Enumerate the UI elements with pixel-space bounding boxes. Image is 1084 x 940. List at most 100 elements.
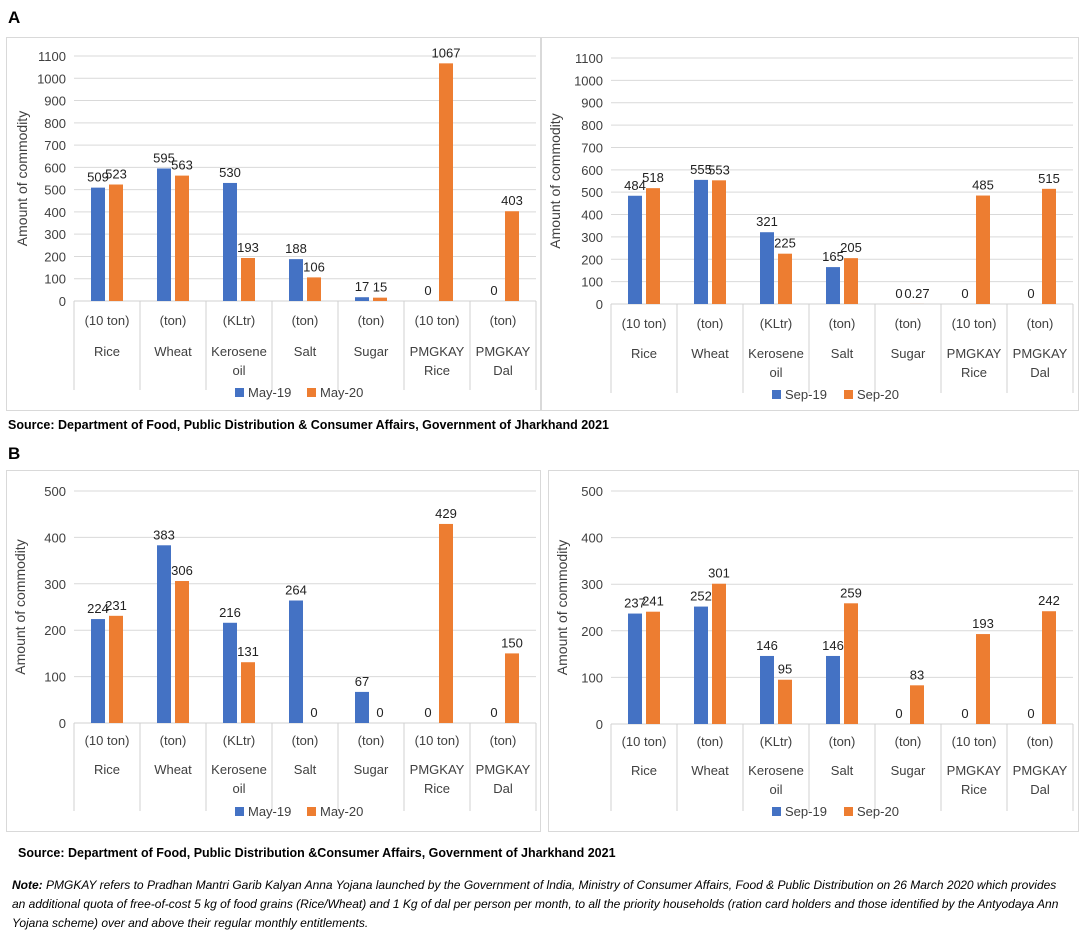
data-label: 15 — [373, 280, 387, 295]
data-label: 0 — [490, 283, 497, 298]
category-label-line2: Dal — [1030, 782, 1050, 797]
category-label-line2: Rice — [961, 365, 987, 380]
category-label: Kerosene — [748, 763, 804, 778]
data-label: 383 — [153, 527, 175, 542]
category-label: Wheat — [154, 762, 192, 777]
bar-sep-19 — [760, 232, 774, 304]
y-tick-label: 1000 — [574, 73, 603, 88]
data-label: 193 — [972, 616, 994, 631]
category-label: Wheat — [691, 763, 729, 778]
bar-sep-20 — [712, 180, 726, 304]
y-tick-label: 700 — [44, 138, 66, 153]
legend-label: May-20 — [320, 385, 363, 400]
bar-sep-20 — [712, 583, 726, 724]
y-tick-label: 500 — [581, 185, 603, 200]
category-label-line2: Rice — [424, 781, 450, 796]
category-label: Salt — [294, 344, 317, 359]
bar-sep-20 — [646, 611, 660, 724]
y-tick-label: 400 — [581, 531, 603, 546]
bar-sep-20 — [646, 188, 660, 304]
category-label: Rice — [94, 344, 120, 359]
category-unit-label: (ton) — [490, 313, 517, 328]
category-label: Kerosene — [211, 344, 267, 359]
category-unit-label: (KLtr) — [760, 734, 793, 749]
category-label: PMGKAY — [410, 344, 465, 359]
chart-a-may-svg: 0 100 200 300 400 500 600 700 800 900 1000 1100 Amou… — [14, 45, 537, 400]
data-label: 231 — [105, 598, 127, 613]
bar-sep-19 — [826, 267, 840, 304]
legend-swatch — [307, 388, 316, 397]
category-unit-label: (ton) — [358, 733, 385, 748]
category-label: Sugar — [354, 762, 389, 777]
data-label: 0 — [895, 286, 902, 301]
data-label: 106 — [303, 259, 325, 274]
bar-may-20 — [307, 277, 321, 301]
y-tick-label: 0 — [596, 297, 603, 312]
bar-may-19 — [91, 619, 105, 723]
y-tick-label: 500 — [44, 183, 66, 198]
category-label-line2: Rice — [424, 363, 450, 378]
bar-may-19 — [91, 187, 105, 301]
category-unit-label: (10 ton) — [85, 733, 130, 748]
data-label: 0.27 — [904, 286, 929, 301]
legend-swatch — [235, 807, 244, 816]
note-text: PMGKAY refers to Pradhan Mantri Garib Ka… — [12, 878, 1059, 930]
category-unit-label: (KLtr) — [223, 733, 256, 748]
y-tick-label: 0 — [59, 716, 66, 731]
y-tick-label: 300 — [44, 227, 66, 242]
chart-b-sep-svg: 0 100 200 300 400 500 Amount of commodity (10 t… — [554, 484, 1074, 819]
data-label: 205 — [840, 240, 862, 255]
category-label: Salt — [831, 763, 854, 778]
y-axis-title: Amount of commodity — [14, 111, 30, 246]
data-label: 485 — [972, 178, 994, 193]
data-label: 429 — [435, 506, 457, 521]
legend-swatch — [307, 807, 316, 816]
category-label: Sugar — [891, 346, 926, 361]
category-unit-label: (ton) — [160, 313, 187, 328]
bar-sep-20 — [844, 603, 858, 724]
category-label: Salt — [294, 762, 317, 777]
bar-may-19 — [223, 622, 237, 723]
bar-may-20 — [175, 581, 189, 723]
y-tick-label: 500 — [44, 484, 66, 499]
data-label: 484 — [624, 178, 646, 193]
y-tick-label: 800 — [581, 118, 603, 133]
bar-sep-19 — [628, 195, 642, 304]
data-label: 595 — [153, 150, 175, 165]
category-unit-label: (10 ton) — [85, 313, 130, 328]
category-label: PMGKAY — [1013, 346, 1068, 361]
data-label: 563 — [171, 158, 193, 173]
data-label: 530 — [219, 165, 241, 180]
legend-label: Sep-20 — [857, 804, 899, 819]
legend-label: Sep-19 — [785, 804, 827, 819]
category-label: PMGKAY — [947, 346, 1002, 361]
data-label: 216 — [219, 605, 241, 620]
category-label: PMGKAY — [410, 762, 465, 777]
y-tick-label: 800 — [44, 116, 66, 131]
category-label: PMGKAY — [1013, 763, 1068, 778]
category-unit-label: (ton) — [829, 734, 856, 749]
y-tick-label: 600 — [44, 160, 66, 175]
data-label: 306 — [171, 563, 193, 578]
category-label: Rice — [631, 346, 657, 361]
category-label-line2: oil — [232, 363, 245, 378]
chart-a-sep: 0 100 200 300 400 500 600 700 800 900 1000 1100 Amou… — [541, 37, 1079, 411]
category-unit-label: (ton) — [490, 733, 517, 748]
data-label: 321 — [756, 214, 778, 229]
y-tick-label: 200 — [44, 249, 66, 264]
chart-b-may: 0 100 200 300 400 500 Amount of commodity (10 t… — [6, 470, 541, 832]
chart-b-sep: 0 100 200 300 400 500 Amount of commodity (10 t… — [548, 470, 1079, 832]
y-tick-label: 100 — [581, 670, 603, 685]
bar-sep-19 — [694, 606, 708, 724]
bar-may-20 — [439, 63, 453, 301]
legend-swatch — [772, 390, 781, 399]
legend-swatch — [844, 807, 853, 816]
category-unit-label: (KLtr) — [223, 313, 256, 328]
y-tick-label: 400 — [44, 530, 66, 545]
data-label: 0 — [424, 705, 431, 720]
bar-sep-20 — [976, 195, 990, 304]
y-tick-label: 300 — [44, 577, 66, 592]
bar-sep-19 — [826, 655, 840, 724]
category-label: Rice — [631, 763, 657, 778]
